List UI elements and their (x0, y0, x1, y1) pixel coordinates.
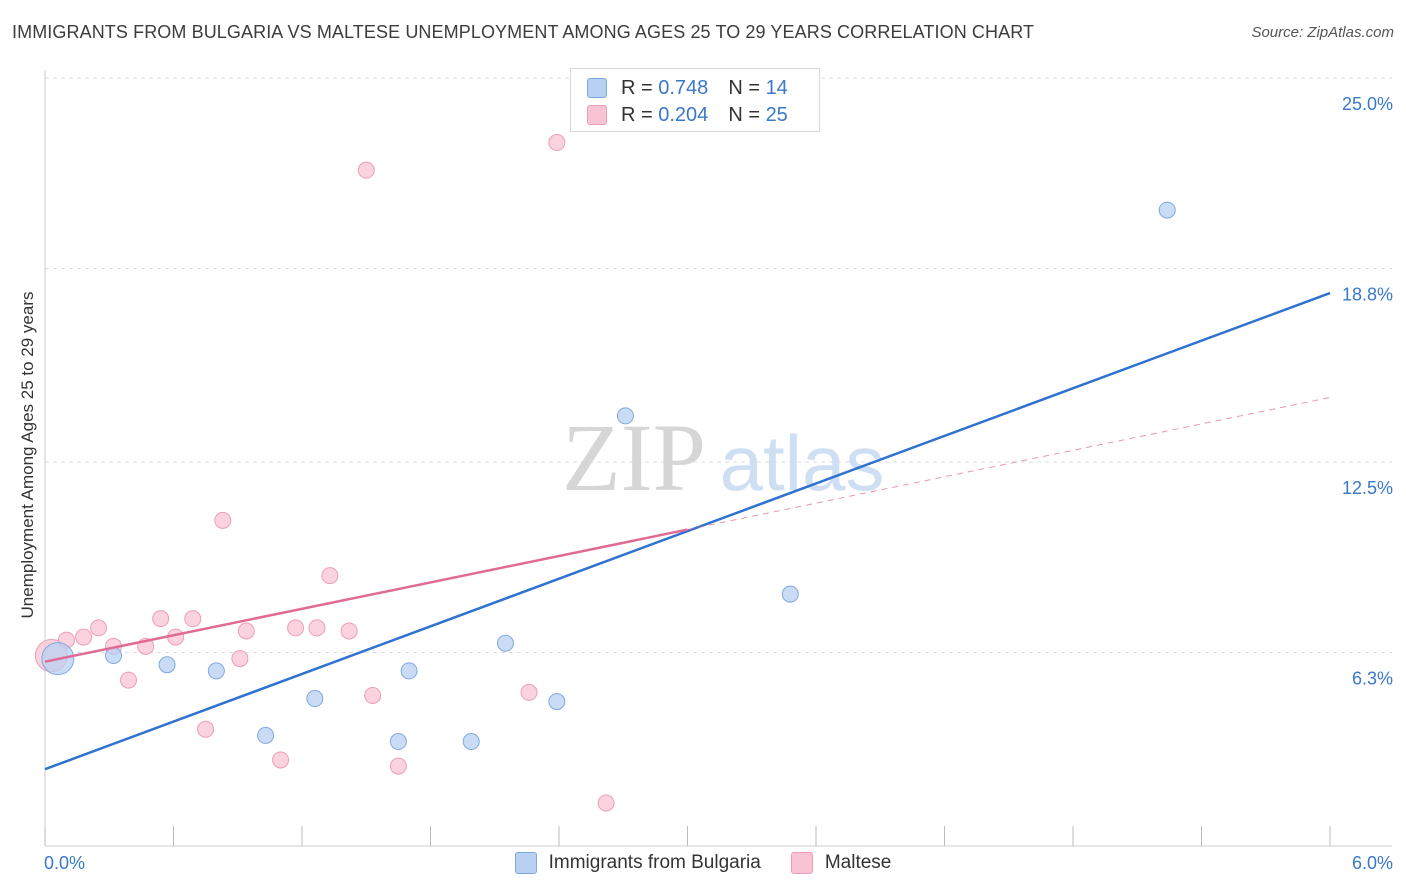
bulgaria-trend-line (44, 291, 1331, 771)
correlation-legend: R = 0.748 N = 14 R = 0.204 N = 25 (570, 68, 820, 132)
maltese-point (287, 619, 305, 637)
series-swatch-blue (514, 852, 537, 874)
bulgaria-point (207, 662, 225, 680)
maltese-point (364, 686, 382, 704)
bulgaria-point (1158, 201, 1176, 219)
maltese-point (389, 757, 407, 775)
legend-n-value: 25 (765, 103, 788, 126)
watermark-atlas: atlas (720, 419, 885, 507)
bulgaria-point (496, 634, 514, 652)
maltese-point (152, 610, 170, 628)
legend-swatch-pink (587, 105, 607, 125)
maltese-point (184, 610, 202, 628)
legend-n-label: N = (728, 103, 760, 126)
x-tick-label: 0.0% (44, 853, 85, 873)
bulgaria-point (158, 656, 176, 674)
trend-lines (44, 291, 1331, 771)
y-tick-label: 18.8% (1342, 284, 1393, 304)
maltese-trend-line (44, 528, 688, 663)
maltese-point (237, 622, 255, 640)
legend-r-value: 0.748 (658, 76, 709, 99)
maltese-point (520, 683, 538, 701)
bulgaria-point (548, 693, 566, 711)
legend-swatch-blue (587, 78, 607, 98)
axes (44, 70, 1392, 847)
maltese-point (308, 619, 326, 637)
maltese-point (272, 751, 290, 769)
maltese-point (90, 619, 108, 637)
y-tick-label: 6.3% (1352, 668, 1393, 688)
maltese-point (357, 161, 375, 179)
bulgaria-point (257, 726, 275, 744)
chart-title: IMMIGRANTS FROM BULGARIA VS MALTESE UNEM… (12, 22, 1035, 42)
legend-r-label: R = (621, 103, 653, 126)
maltese-point (548, 134, 566, 152)
tick-labels: 6.3% 12.5% 18.8% 25.0% 0.0% 6.0% (44, 94, 1393, 873)
maltese-point (340, 622, 358, 640)
watermark-zip: ZIP (562, 404, 706, 511)
series-legend: Immigrants from Bulgaria Maltese (0, 852, 1406, 874)
x-tick-label: 6.0% (1352, 853, 1393, 873)
maltese-point (197, 720, 215, 738)
series-swatch-pink (790, 852, 813, 874)
legend-r-value: 0.204 (658, 103, 709, 126)
maltese-point (597, 794, 615, 812)
source-label: Source: ZipAtlas.com (1251, 24, 1394, 41)
legend-row-bulgaria: R = 0.748 N = 14 (587, 75, 788, 101)
maltese-point (214, 511, 232, 529)
legend-r-label: R = (621, 76, 653, 99)
series-label-maltese: Maltese (824, 852, 892, 873)
maltese-point (120, 671, 138, 689)
bulgaria-point (781, 585, 799, 603)
y-tick-label: 25.0% (1342, 94, 1393, 114)
bulgaria-point (389, 733, 407, 751)
maltese-point (75, 628, 93, 646)
series-legend-maltese: Maltese (790, 852, 892, 874)
legend-row-maltese: R = 0.204 N = 25 (587, 102, 788, 128)
series-legend-bulgaria: Immigrants from Bulgaria (514, 852, 761, 874)
y-tick-label: 12.5% (1342, 478, 1393, 498)
watermark: ZIP atlas (562, 404, 884, 511)
maltese-point (231, 650, 249, 668)
legend-n-label: N = (728, 76, 760, 99)
gridlines (45, 77, 1392, 653)
bulgaria-point (462, 733, 480, 751)
maltese-point (321, 567, 339, 585)
bulgaria-point (400, 662, 418, 680)
bulgaria-point (616, 407, 634, 425)
legend-n-value: 14 (765, 76, 788, 99)
bulgaria-point (306, 690, 324, 708)
series-label-bulgaria: Immigrants from Bulgaria (548, 852, 761, 873)
